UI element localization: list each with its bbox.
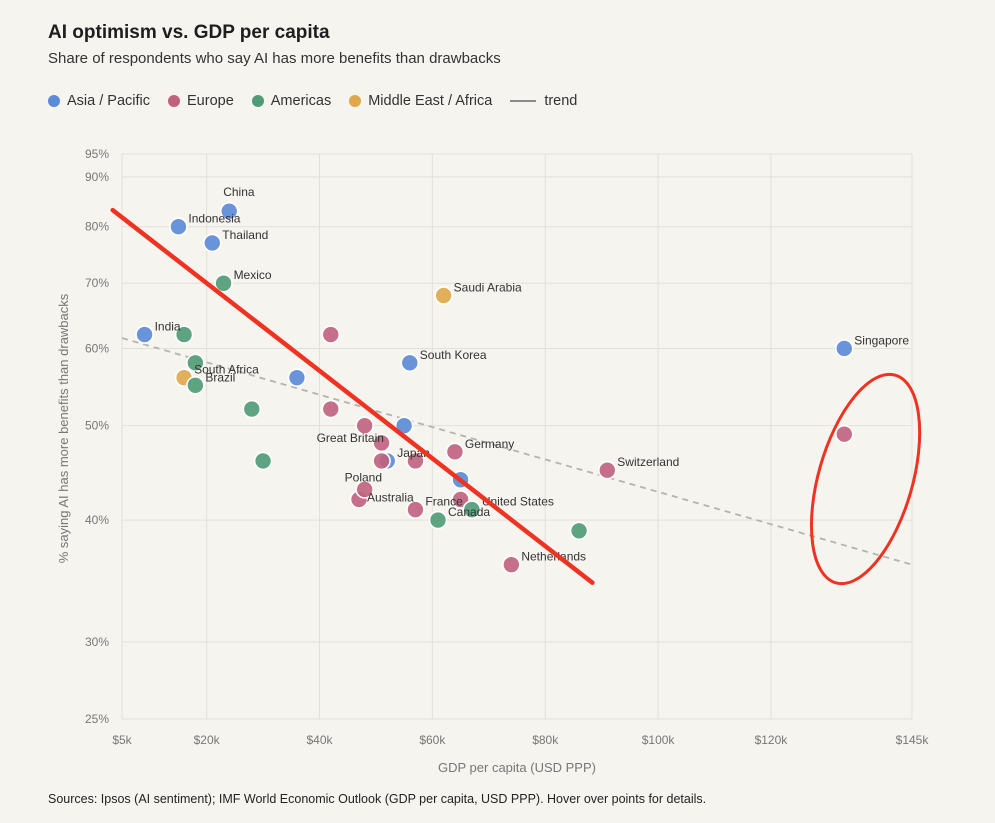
data-point[interactable] <box>321 325 341 344</box>
data-point[interactable] <box>597 460 617 480</box>
source-note: Sources: Ipsos (AI sentiment); IMF World… <box>48 792 707 806</box>
point-label: France <box>425 495 463 509</box>
data-point[interactable] <box>321 399 341 419</box>
legend-label-asia-pacific: Asia / Pacific <box>67 93 150 109</box>
legend-label-middle-east-africa: Middle East / Africa <box>368 93 493 109</box>
y-tick-label: 90% <box>85 170 109 184</box>
point-label: Thailand <box>222 228 268 242</box>
data-point[interactable] <box>445 442 465 462</box>
data-point[interactable] <box>253 451 273 471</box>
chart-subtitle: Share of respondents who say AI has more… <box>48 50 501 67</box>
data-point[interactable] <box>186 353 205 373</box>
y-tick-label: 50% <box>85 419 109 433</box>
annotation-highlight-ellipse <box>809 372 922 586</box>
point-label: Great Britain <box>317 431 384 445</box>
y-axis-title: % saying AI has more benefits than drawb… <box>56 293 71 563</box>
data-point[interactable] <box>355 416 374 435</box>
point-label: Mexico <box>234 268 272 282</box>
x-tick-label: $80k <box>532 733 559 747</box>
point-label: United States <box>482 495 554 509</box>
point-label: India <box>155 320 181 334</box>
point-label: Poland <box>345 470 382 484</box>
point-label: Australia <box>367 490 414 504</box>
data-point[interactable] <box>434 286 453 305</box>
legend-swatch-americas <box>251 95 264 107</box>
trend-line <box>121 337 913 566</box>
data-point[interactable] <box>406 451 425 471</box>
point-label: China <box>223 185 255 199</box>
legend-label-europe: Europe <box>187 93 234 109</box>
legend-item-americas[interactable]: Americas <box>251 93 332 109</box>
x-tick-label: $5k <box>112 733 132 747</box>
chart-title: AI optimism vs. GDP per capita <box>48 22 330 43</box>
y-tick-label: 40% <box>85 513 109 527</box>
data-point[interactable] <box>372 451 391 471</box>
point-label: Singapore <box>854 333 909 347</box>
data-point[interactable] <box>355 480 374 499</box>
legend: Asia / Pacific Europe Americas Middle Ea… <box>48 93 595 109</box>
point-label: Brazil <box>205 370 235 384</box>
data-point[interactable] <box>834 339 854 358</box>
x-axis-title: GDP per capita (USD PPP) <box>438 760 596 775</box>
point-label: Switzerland <box>617 455 679 469</box>
legend-swatch-middle-east-africa <box>349 95 362 107</box>
point-label: Germany <box>465 437 514 451</box>
y-tick-label: 25% <box>85 712 109 726</box>
data-point[interactable] <box>462 500 482 519</box>
data-point[interactable] <box>372 433 391 453</box>
data-point[interactable] <box>834 424 854 444</box>
point-label: South Africa <box>194 363 259 377</box>
data-point[interactable] <box>186 376 205 395</box>
legend-swatch-trend <box>510 100 537 102</box>
y-tick-label: 95% <box>85 147 109 161</box>
point-label: Indonesia <box>188 212 240 226</box>
data-point[interactable] <box>287 368 307 387</box>
data-point[interactable] <box>169 217 188 237</box>
y-tick-label: 60% <box>85 341 109 355</box>
point-label: Saudi Arabia <box>454 281 522 295</box>
x-tick-label: $100k <box>642 733 676 747</box>
legend-item-asia-pacific[interactable]: Asia / Pacific <box>48 93 150 109</box>
x-tick-label: $40k <box>306 733 333 747</box>
y-tick-label: 80% <box>85 220 109 234</box>
annotation-trend-stroke <box>110 207 595 585</box>
point-label: Canada <box>448 505 490 519</box>
data-point[interactable] <box>214 273 233 293</box>
legend-swatch-asia-pacific <box>48 95 60 107</box>
x-tick-label: $120k <box>755 733 789 747</box>
point-label: South Korea <box>420 348 487 362</box>
x-tick-label: $20k <box>194 733 221 747</box>
legend-swatch-europe <box>168 95 180 107</box>
legend-item-trend[interactable]: trend <box>510 93 577 109</box>
data-point[interactable] <box>219 201 239 221</box>
legend-label-americas: Americas <box>270 93 332 109</box>
x-tick-label: $145k <box>896 733 930 747</box>
data-point[interactable] <box>406 500 425 519</box>
data-point[interactable] <box>202 233 222 253</box>
data-point[interactable] <box>135 325 154 344</box>
y-tick-label: 30% <box>85 635 109 649</box>
data-point[interactable] <box>428 510 448 530</box>
y-tick-label: 70% <box>85 276 109 290</box>
x-tick-label: $60k <box>419 733 446 747</box>
legend-item-europe[interactable]: Europe <box>168 93 234 109</box>
point-label: Netherlands <box>521 550 586 564</box>
data-point[interactable] <box>242 399 262 419</box>
data-point[interactable] <box>502 555 521 574</box>
data-point[interactable] <box>569 521 589 541</box>
legend-item-middle-east-africa[interactable]: Middle East / Africa <box>349 93 492 109</box>
data-point[interactable] <box>400 353 420 373</box>
legend-label-trend: trend <box>544 93 578 109</box>
data-point[interactable] <box>174 325 194 344</box>
